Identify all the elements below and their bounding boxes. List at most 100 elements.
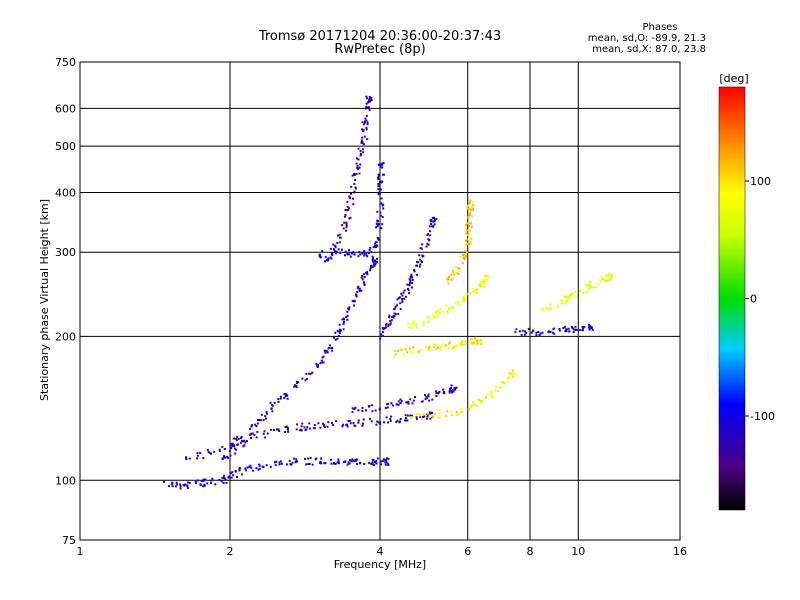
echo-point [340, 329, 342, 332]
echo-point [465, 239, 468, 242]
echo-point [401, 298, 404, 300]
echo-point [394, 353, 397, 356]
echo-point [315, 362, 318, 365]
echo-point [295, 458, 298, 461]
echo-point [273, 428, 275, 431]
echo-point [427, 233, 430, 235]
echo-point [380, 202, 383, 205]
echo-point [466, 222, 468, 225]
echo-point [343, 461, 346, 463]
echo-point [253, 423, 256, 426]
echo-point [223, 477, 226, 480]
echo-point [537, 331, 540, 333]
echo-point [420, 259, 423, 262]
echo-point [465, 258, 468, 261]
echo-point [482, 399, 485, 402]
echo-point [236, 476, 238, 479]
echo-point [360, 139, 363, 142]
y-tick-label: 300 [55, 246, 76, 259]
echo-point [357, 255, 360, 258]
echo-point [365, 114, 368, 117]
echo-point [471, 215, 474, 218]
colorbar [718, 86, 746, 511]
echo-point [214, 483, 217, 486]
echo-point [381, 327, 384, 329]
echo-point [375, 460, 378, 463]
x-tick-labels: 1 2 4 6 8 10 16 [77, 545, 688, 558]
echo-point [410, 273, 413, 276]
echo-point [443, 392, 446, 395]
echo-point [223, 474, 226, 477]
echo-point [389, 320, 392, 323]
echo-point [565, 328, 568, 331]
echo-point [449, 341, 451, 344]
echo-point [374, 409, 377, 412]
echo-point [448, 307, 451, 310]
echo-point [389, 418, 392, 420]
echo-point [431, 398, 434, 401]
echo-point [606, 279, 609, 282]
echo-point [330, 458, 332, 461]
echo-point [579, 329, 582, 332]
echo-point [350, 192, 353, 195]
echo-point [483, 281, 486, 284]
echo-point [603, 278, 606, 281]
echo-point [547, 331, 550, 334]
echo-point [590, 284, 593, 287]
echo-point [363, 282, 366, 285]
echo-point [471, 403, 474, 406]
echo-point [419, 258, 422, 261]
echo-point [342, 317, 345, 320]
echo-point [446, 410, 449, 413]
echo-point [466, 229, 469, 232]
echo-point [368, 249, 371, 251]
echo-point [326, 425, 329, 428]
echo-point [593, 286, 596, 289]
echo-point [539, 332, 542, 335]
echo-point [382, 327, 385, 330]
echo-point [393, 350, 396, 353]
echo-point [419, 263, 422, 266]
echo-point [604, 280, 607, 283]
echo-point [377, 193, 380, 196]
echo-point [375, 241, 378, 243]
echo-point [422, 413, 425, 416]
echo-point [407, 402, 410, 405]
echo-point [378, 174, 381, 177]
echo-point [326, 351, 329, 354]
echo-point [380, 333, 383, 336]
echo-point [379, 422, 382, 425]
echo-point [413, 269, 415, 272]
echo-point [480, 402, 483, 405]
echo-point [464, 298, 467, 301]
echo-point [363, 276, 366, 278]
echo-point [410, 416, 413, 419]
echo-point [408, 346, 411, 349]
echo-point [390, 415, 393, 418]
echo-point [405, 401, 408, 404]
echo-point [567, 327, 570, 330]
echo-point [362, 422, 364, 425]
echo-point [211, 477, 214, 480]
echo-point [379, 211, 382, 214]
echo-point [199, 483, 202, 486]
echo-point [390, 402, 393, 405]
echo-point [490, 392, 493, 395]
echo-point [470, 222, 472, 225]
echo-point [445, 415, 448, 417]
echo-point [264, 415, 267, 418]
echo-point [435, 395, 438, 397]
echo-point [373, 264, 376, 267]
echo-point [380, 197, 383, 200]
echo-point [520, 333, 523, 336]
echo-point [436, 309, 439, 312]
echo-point [357, 421, 360, 424]
echo-point [467, 216, 469, 219]
echo-point [376, 457, 379, 460]
echo-point [202, 479, 205, 482]
echo-point [246, 466, 249, 469]
echo-point [175, 481, 178, 484]
echo-point [389, 322, 392, 325]
echo-point [386, 462, 389, 465]
echo-point [395, 304, 398, 307]
